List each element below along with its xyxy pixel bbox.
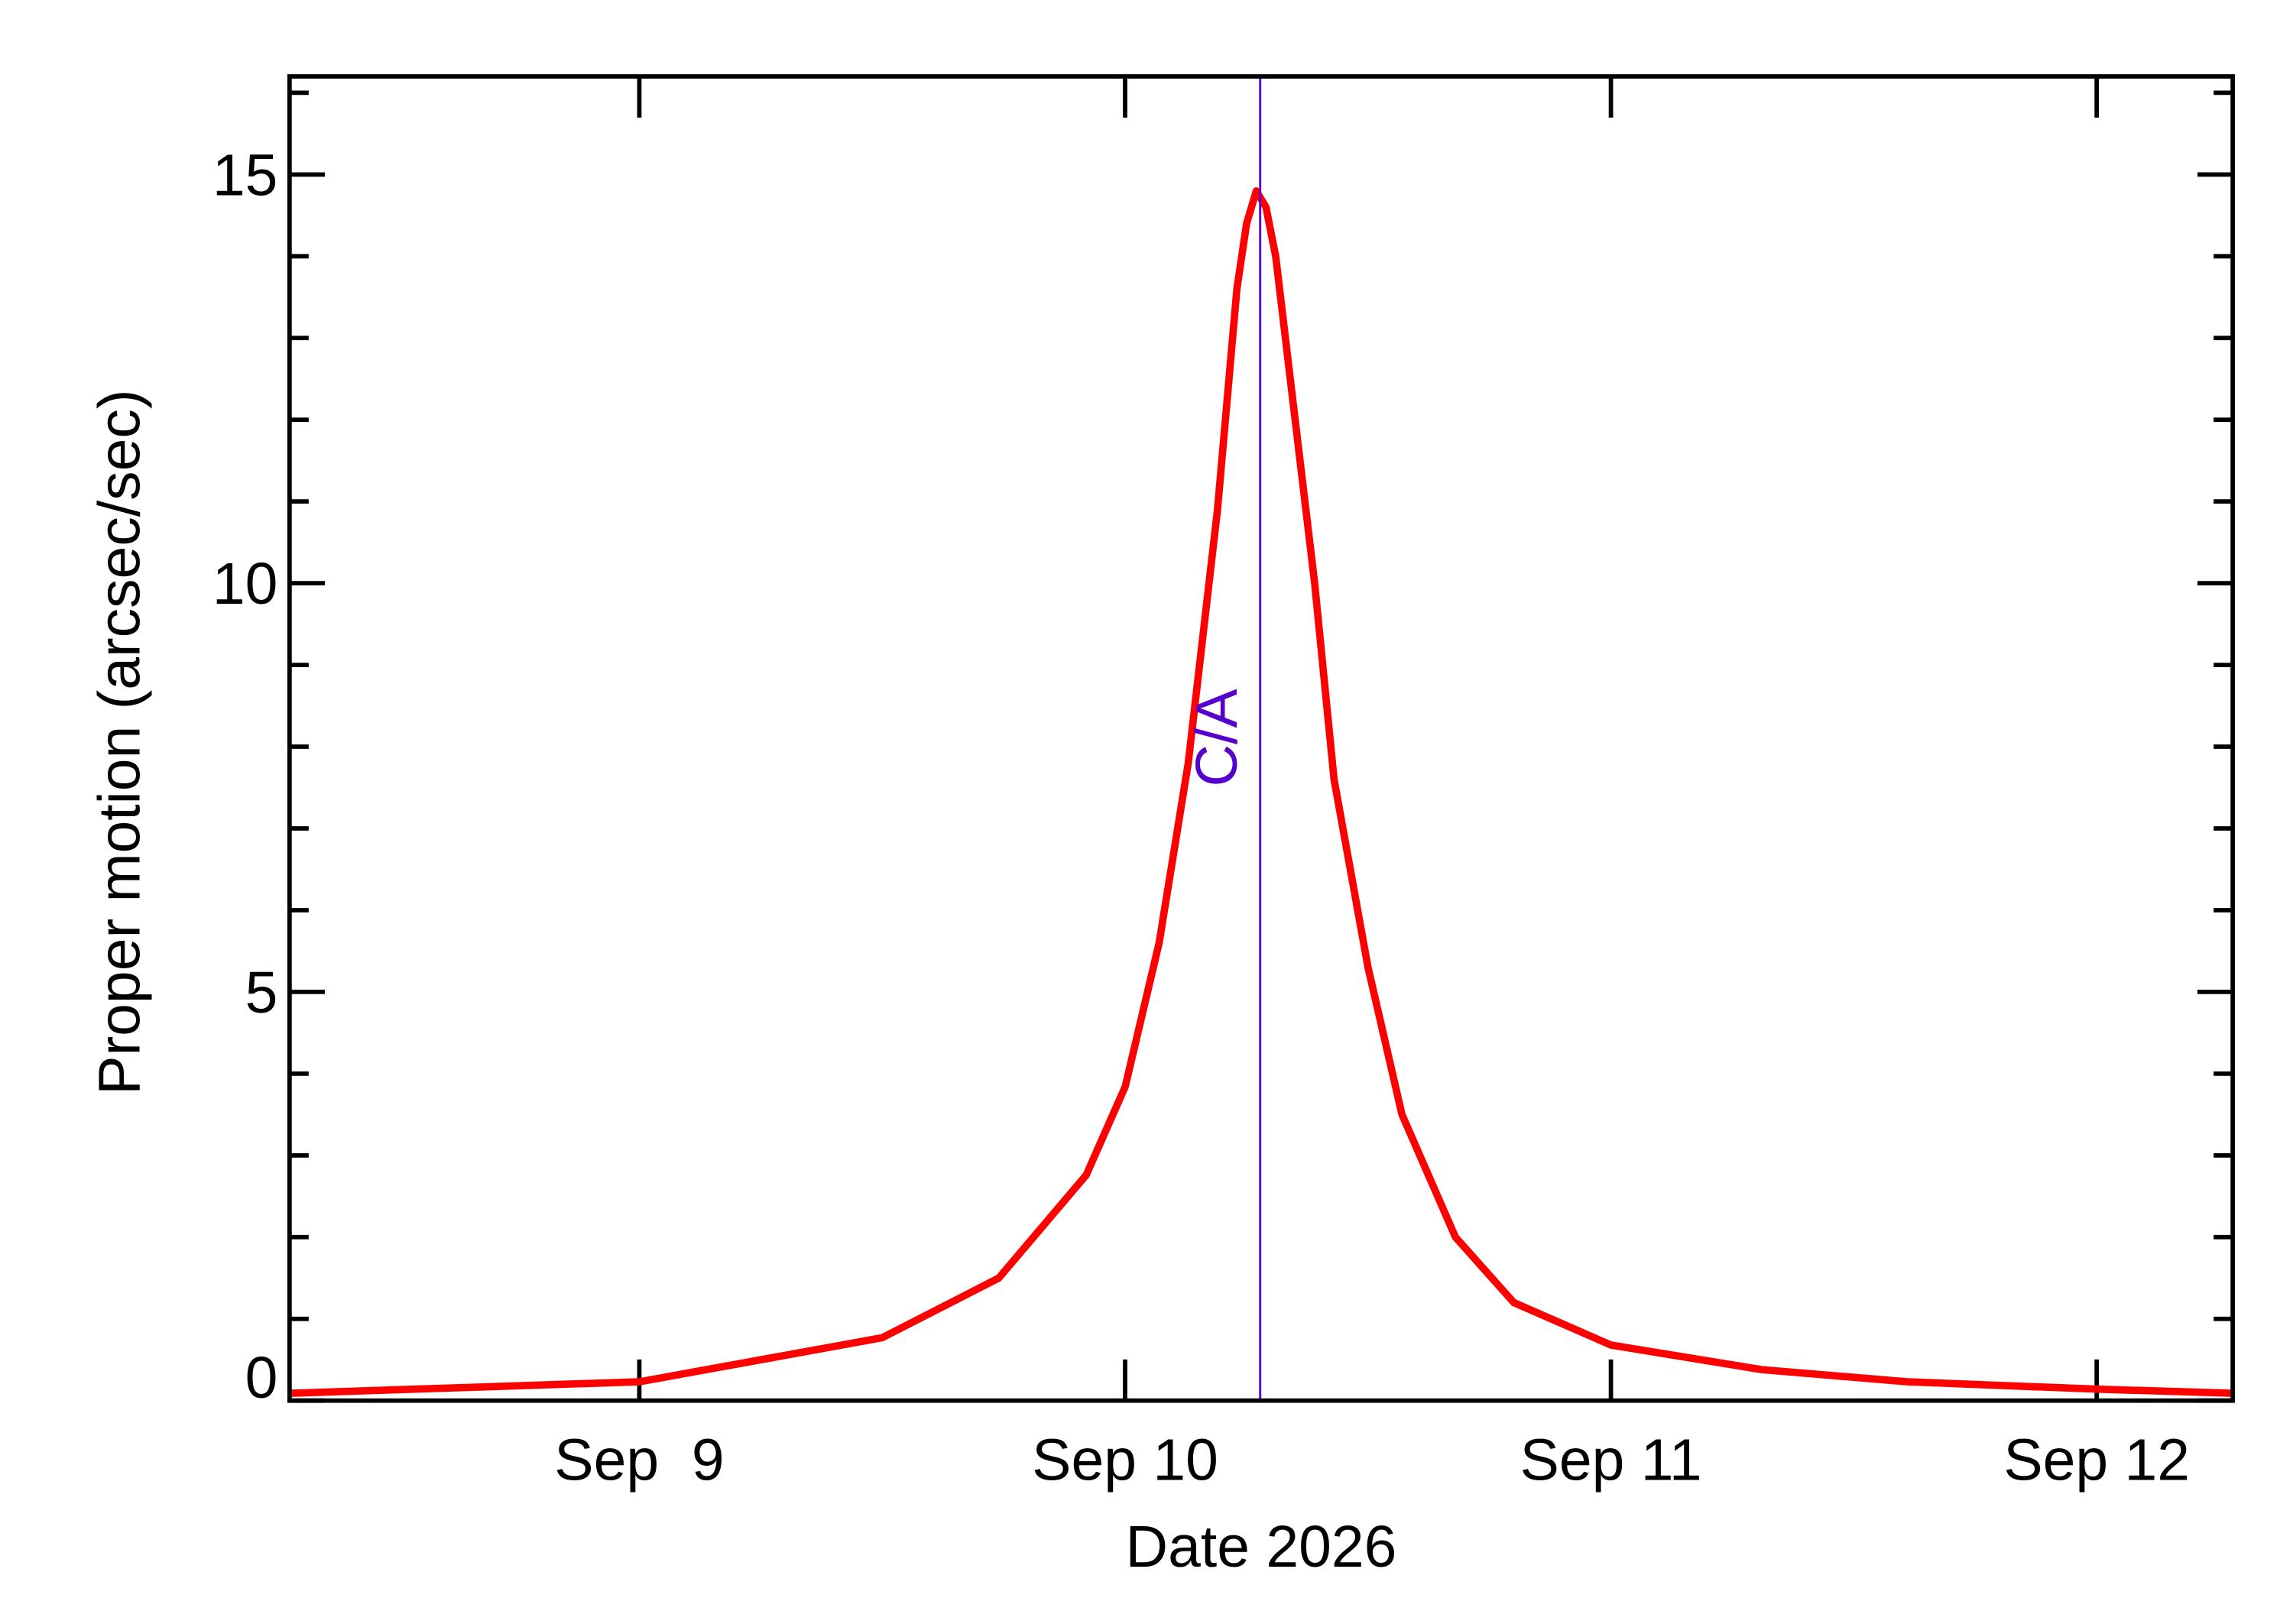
data-line [289,187,2233,1397]
y-tick-label: 15 [212,142,278,208]
x-tick-label: Sep 11 [1520,1428,1702,1493]
x-tick-label: Sep 12 [2003,1428,2190,1493]
plot-frame [287,74,2236,1403]
annotation-label: C/A [1184,689,1250,787]
x-tick-label: Sep 10 [1032,1428,1218,1493]
x-axis-title: Date 2026 [1126,1514,1397,1580]
x-tick-label: Sep 9 [554,1428,724,1493]
y-tick-label: 0 [245,1345,278,1411]
y-tick-label: 5 [245,960,278,1026]
y-axis-title: Proper motion (arcsec/sec) [87,390,153,1095]
y-tick-label: 10 [212,551,278,617]
